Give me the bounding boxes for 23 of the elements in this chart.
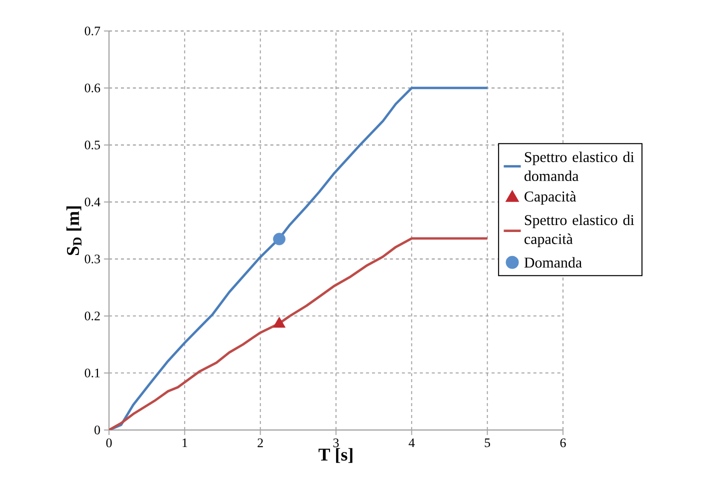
y-tick-label: 0.2 — [84, 312, 100, 320]
legend-label: Capacità — [524, 191, 576, 205]
line-series — [109, 237, 489, 430]
y-tick-label: 0 — [94, 426, 100, 434]
x-tick-label: 4 — [408, 438, 415, 448]
x-tick-label: 3 — [333, 438, 339, 448]
y-axis-title: S$_{D}$ [m] — [66, 206, 82, 255]
x-tick-label: 1 — [182, 438, 188, 448]
y-tick-label: 0.5 — [84, 140, 100, 150]
y-tick-label: 0.1 — [84, 368, 100, 378]
y-tick-label: 0.6 — [84, 84, 100, 92]
line-series — [109, 86, 489, 430]
y-tick-label: 0.3 — [84, 254, 100, 264]
legend-label: Spettro elastico di domanda — [524, 152, 634, 182]
y-tick-label: 0.7 — [84, 26, 100, 36]
y-tick-label: 0.4 — [84, 198, 100, 206]
x-tick-label: 6 — [560, 438, 566, 448]
x-tick-label: 2 — [258, 438, 263, 448]
legend-label: Domanda — [524, 257, 582, 268]
x-axis-title: T [s] — [318, 448, 352, 463]
x-tick-label: 0 — [106, 438, 112, 448]
x-tick-label: 5 — [484, 438, 490, 448]
legend-label: Spettro elastico di capacità — [524, 214, 634, 248]
